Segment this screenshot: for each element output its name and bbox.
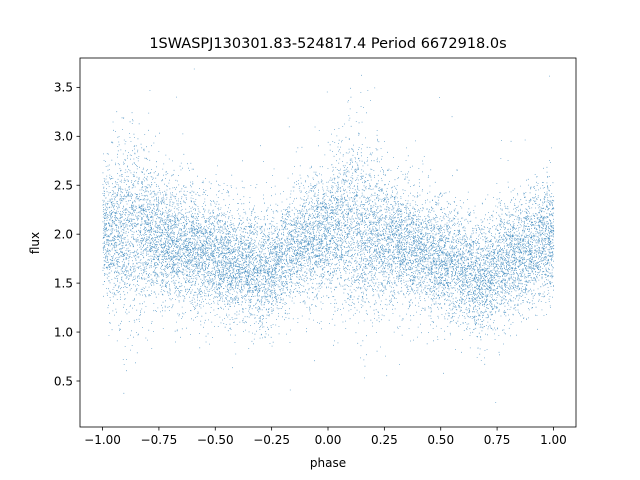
y-tick-label: 1.0 [54,325,73,339]
y-tick-label: 2.0 [54,227,73,241]
scatter-series-points [102,68,555,403]
x-tick-label: 1.00 [540,433,567,447]
x-tick-label: −0.25 [253,433,290,447]
y-axis-label: flux [28,232,42,254]
y-axis-ticks: 0.5 1.0 1.5 2.0 2.5 3.0 3.5 [54,81,80,388]
x-tick-label: 0.75 [484,433,511,447]
x-axis-label: phase [310,456,346,470]
x-tick-label: 0.50 [427,433,454,447]
x-tick-label: −1.00 [84,433,121,447]
x-tick-label: −0.75 [141,433,178,447]
y-tick-label: 0.5 [54,374,73,388]
scatter-points [102,68,555,403]
y-tick-label: 2.5 [54,179,73,193]
x-axis-ticks: −1.00 −0.75 −0.50 −0.25 0.00 0.25 0.50 0.75 1.00 [84,427,567,447]
chart-title: 1SWASPJ130301.83-524817.4 Period 6672918… [149,36,506,52]
x-tick-label: −0.50 [197,433,234,447]
y-tick-label: 1.5 [54,276,73,290]
y-tick-label: 3.5 [54,81,73,95]
x-tick-label: 0.25 [371,433,398,447]
y-tick-label: 3.0 [54,130,73,144]
x-tick-label: 0.00 [315,433,342,447]
